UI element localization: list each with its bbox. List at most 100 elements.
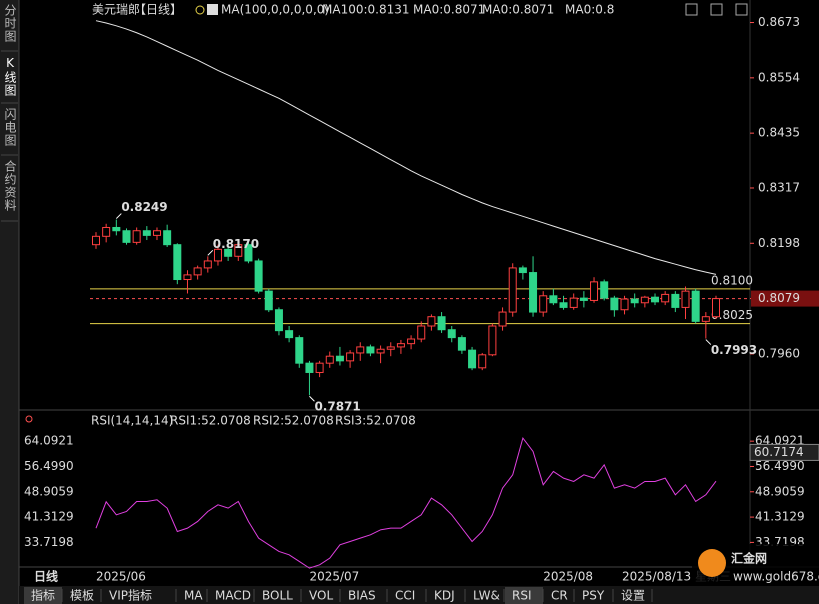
candle-body <box>366 346 375 354</box>
extreme-pointer <box>309 395 315 402</box>
rsi-readout: RSI1:52.0708 <box>170 414 251 428</box>
y-tick-label: 0.8198 <box>758 236 800 250</box>
extreme-label: 0.7871 <box>314 400 360 414</box>
period: 【日线】 <box>134 3 182 17</box>
candle-body <box>254 260 263 292</box>
candle-body <box>386 346 395 350</box>
candle-body <box>457 337 466 351</box>
toolbar-item[interactable]: KDJ <box>434 589 455 603</box>
x-tick-label: 2025/07 <box>309 570 359 584</box>
candle-body <box>620 298 629 311</box>
extreme-pointer <box>115 213 122 219</box>
logo-url: www.gold678.com <box>733 570 819 584</box>
rsi-readout: RSI2:52.0708 <box>253 414 334 428</box>
y-tick-label: 48.9059 <box>24 484 74 498</box>
toolbar-item[interactable]: RSI <box>512 589 532 603</box>
toolbar-item[interactable]: LW& <box>473 589 500 603</box>
sidebar-tab[interactable]: 分时图 <box>3 4 17 43</box>
sidebar-tab[interactable]: 闪电图 <box>3 108 17 147</box>
panel-icon[interactable] <box>25 415 33 423</box>
candle-body <box>681 290 690 308</box>
toolbar-item[interactable]: 指标 <box>31 588 55 603</box>
extreme-pointer <box>705 339 712 345</box>
candle-body <box>671 293 680 308</box>
candle-body <box>315 362 324 373</box>
toolbar-item[interactable]: BOLL <box>262 589 293 603</box>
candle-body <box>396 343 405 348</box>
candle-body <box>335 355 344 362</box>
settings-icon[interactable] <box>195 5 205 15</box>
candle-body <box>447 329 456 339</box>
last-price-box <box>751 290 819 307</box>
rsi-readout: RSI3:52.0708 <box>335 414 416 428</box>
y-tick-label: 56.4990 <box>755 459 805 473</box>
indicator: MA(100,0,0,0,0,0) <box>221 3 329 17</box>
candle-body <box>590 281 599 301</box>
candle-body <box>630 298 639 304</box>
indicator-icon[interactable] <box>207 4 218 15</box>
window-icon[interactable] <box>710 3 723 16</box>
candle-body <box>244 244 253 262</box>
toolbar-item[interactable]: PSY <box>582 589 605 603</box>
last-price-label: 0.8079 <box>758 291 800 305</box>
toolbar-item[interactable]: 设置 <box>621 589 645 603</box>
sidebar-tab[interactable]: K线图 <box>3 56 17 97</box>
cursor-box <box>749 443 819 461</box>
y-tick-label: 41.3129 <box>755 510 805 524</box>
candle-body <box>305 362 314 373</box>
toolbar-item[interactable]: VOL <box>309 589 333 603</box>
toolbar-active <box>505 587 543 604</box>
toolbar-item[interactable]: 模板 <box>70 589 94 603</box>
ma-readout: MA0:0.8 <box>565 3 614 17</box>
window-icon[interactable] <box>685 3 698 16</box>
candle-body <box>498 311 507 327</box>
extreme-label: 0.8249 <box>121 200 167 214</box>
cursor-label: 60.7174 <box>754 445 804 459</box>
candle-body <box>224 248 233 257</box>
toolbar-item[interactable]: BIAS <box>348 589 376 603</box>
candle-body <box>661 293 670 303</box>
y-tick-label: 48.9059 <box>755 484 805 498</box>
toolbar-item[interactable]: MA <box>184 589 203 603</box>
toolbar-item[interactable]: VIP指标 <box>109 588 152 603</box>
candle-body <box>92 235 100 246</box>
extreme-label: 0.8170 <box>213 237 259 251</box>
candle-body <box>427 316 436 327</box>
candle-body <box>346 352 355 362</box>
toolbar-item[interactable]: CCI <box>395 589 415 603</box>
window-icon[interactable] <box>735 3 748 16</box>
candle-body <box>701 316 710 322</box>
level-label: 0.8100 <box>711 273 753 287</box>
logo-name: 汇金网 <box>731 551 767 566</box>
candle-body <box>193 267 202 276</box>
extreme-label: 0.7993 <box>711 343 757 357</box>
candle-body <box>508 267 517 313</box>
candle-body <box>417 325 426 340</box>
candle-body <box>712 298 720 318</box>
candle-body <box>264 290 273 311</box>
candle-body <box>549 295 558 304</box>
candle-body <box>142 230 151 236</box>
ma-readout: MA100:0.8131 <box>322 3 410 17</box>
candle-body <box>559 302 568 308</box>
y-tick-label: 56.4990 <box>24 459 74 473</box>
sidebar <box>0 0 19 604</box>
candle-body <box>539 295 548 313</box>
candle-body <box>468 349 477 369</box>
toolbar-item[interactable]: CR <box>551 589 568 603</box>
candle-body <box>651 296 660 303</box>
y-tick-label: 0.8435 <box>758 126 800 140</box>
toolbar-item[interactable]: MACD <box>215 589 251 603</box>
ma-readout: MA0:0.8071 <box>482 3 554 17</box>
candle-body <box>163 230 172 246</box>
candle-body <box>325 355 334 364</box>
x-tick-label: 2025/08 <box>543 570 593 584</box>
candle-body <box>183 274 192 281</box>
candle-body <box>529 272 538 313</box>
sidebar-tab[interactable]: 合约资料 <box>3 159 17 212</box>
candle-body <box>640 296 649 304</box>
y-tick-label: 0.7960 <box>758 346 800 360</box>
candle-body <box>518 267 527 274</box>
period-label: 日线 <box>34 569 58 584</box>
